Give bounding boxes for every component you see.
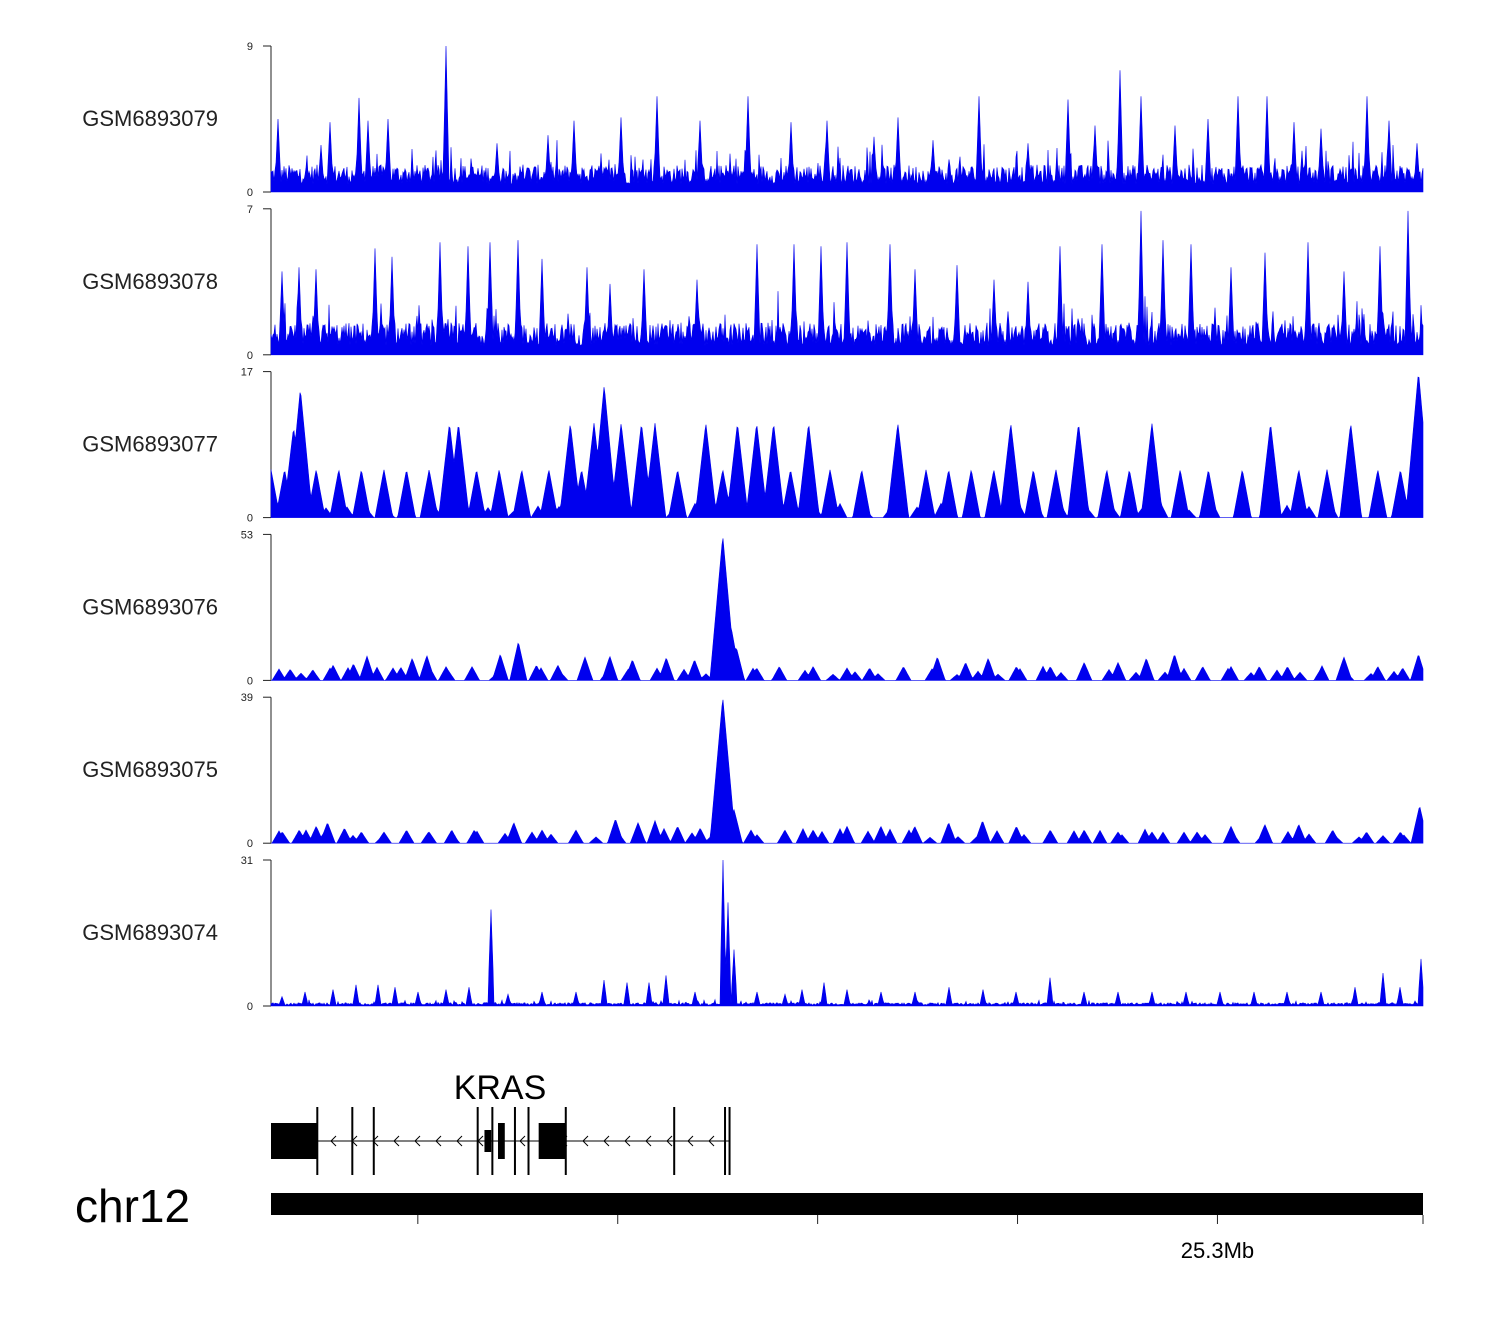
y-tick-max-label: 9 xyxy=(247,41,253,53)
track-gsm6893074: GSM6893074 31 0 xyxy=(82,855,1424,1013)
strand-arrow xyxy=(603,1135,610,1147)
gene-exon xyxy=(271,1123,318,1159)
y-tick-min-label: 0 xyxy=(247,187,253,199)
track-gsm6893077: GSM6893077 17 0 xyxy=(82,367,1424,525)
strand-arrow xyxy=(645,1135,652,1147)
gene-track: KRAS xyxy=(271,1069,731,1175)
coverage-tracks: GSM689307990GSM689307870GSM6893077170GSM… xyxy=(82,41,1424,1013)
gene-exon xyxy=(498,1123,505,1159)
strand-arrow xyxy=(414,1135,421,1147)
track-label: GSM6893074 xyxy=(82,920,218,945)
track-gsm6893078: GSM6893078 7 0 xyxy=(82,204,1424,362)
chromosome-axis: chr12 25.3Mb xyxy=(75,1180,1424,1263)
strand-arrow xyxy=(624,1135,631,1147)
coverage-area xyxy=(271,538,1424,681)
y-tick-max-label: 17 xyxy=(241,367,253,379)
y-tick-min-label: 0 xyxy=(247,838,253,850)
chromosome-bar xyxy=(271,1193,1423,1215)
track-label: GSM6893077 xyxy=(82,432,218,457)
gene-exon xyxy=(538,1123,566,1159)
track-label: GSM6893078 xyxy=(82,269,218,294)
strand-arrow xyxy=(687,1135,694,1147)
y-tick-max-label: 39 xyxy=(241,692,253,704)
coverage-area xyxy=(270,859,1424,1007)
y-tick-max-label: 7 xyxy=(247,204,253,216)
track-label: GSM6893075 xyxy=(82,757,218,782)
y-tick-min-label: 0 xyxy=(247,1001,253,1013)
gene-label: KRAS xyxy=(454,1069,547,1107)
y-tick-min-label: 0 xyxy=(247,675,253,687)
strand-arrow xyxy=(582,1135,589,1147)
y-tick-min-label: 0 xyxy=(247,513,253,525)
coverage-area xyxy=(270,376,1424,519)
track-gsm6893079: GSM6893079 9 0 xyxy=(82,41,1424,199)
coverage-area xyxy=(270,210,1424,356)
track-label: GSM6893076 xyxy=(82,594,218,619)
chromosome-label: chr12 xyxy=(75,1180,190,1232)
strand-arrow xyxy=(435,1135,442,1147)
track-gsm6893075: GSM6893075 39 0 xyxy=(82,692,1424,850)
coverage-area xyxy=(270,45,1424,193)
strand-arrow xyxy=(330,1135,337,1147)
y-tick-max-label: 31 xyxy=(241,855,253,867)
strand-arrow xyxy=(666,1135,673,1147)
track-gsm6893076: GSM6893076 53 0 xyxy=(82,529,1424,687)
track-label: GSM6893079 xyxy=(82,106,218,131)
coverage-area xyxy=(271,699,1424,844)
strand-arrow xyxy=(456,1135,463,1147)
strand-arrow xyxy=(393,1135,400,1147)
axis-tick-label: 25.3Mb xyxy=(1181,1238,1254,1263)
gene-exon xyxy=(484,1130,492,1152)
strand-arrow xyxy=(519,1135,526,1147)
strand-arrow xyxy=(708,1135,715,1147)
y-tick-min-label: 0 xyxy=(247,350,253,362)
y-tick-max-label: 53 xyxy=(241,529,253,541)
